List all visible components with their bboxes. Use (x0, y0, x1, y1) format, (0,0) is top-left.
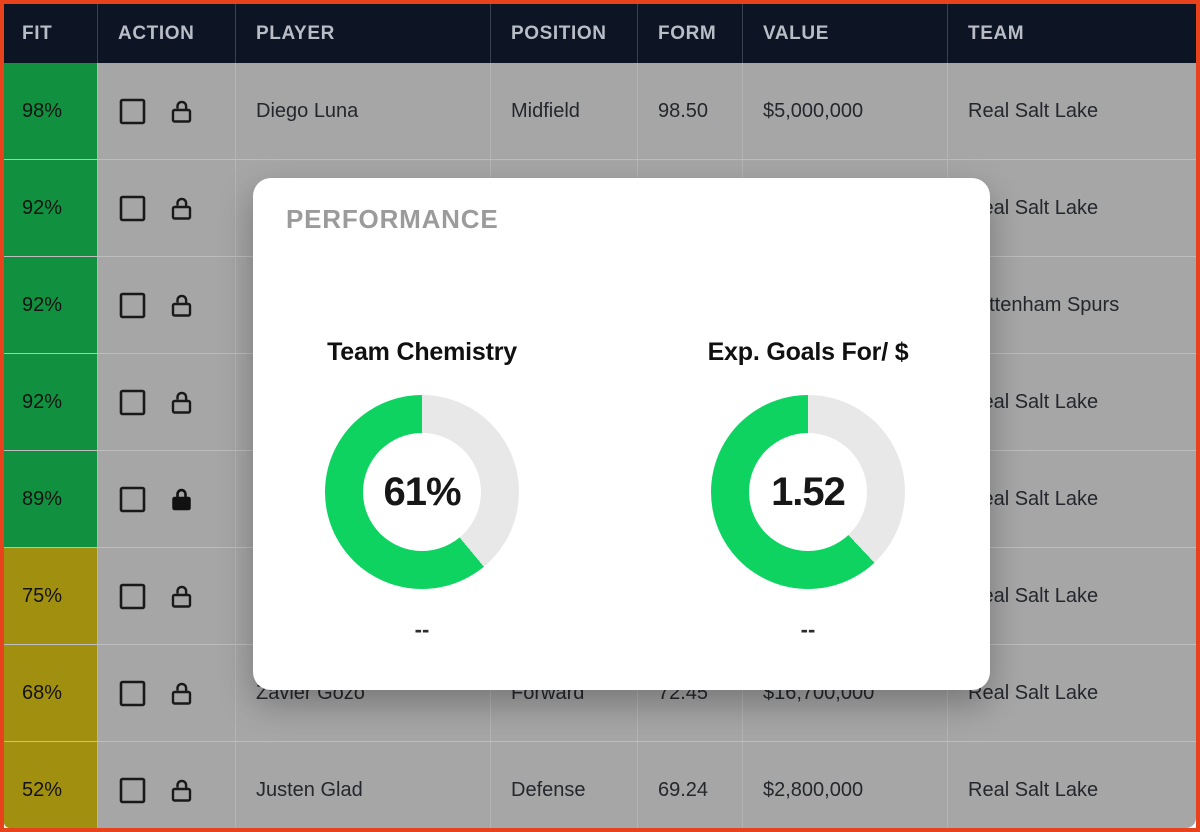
fit-cell: 89% (4, 451, 98, 547)
team-cell: Real Salt Lake (968, 390, 1099, 413)
fit-cell: 98% (4, 63, 98, 159)
team-cell: Real Salt Lake (968, 584, 1099, 607)
fit-value: 75% (22, 584, 63, 607)
fit-cell: 92% (4, 257, 98, 353)
fit-cell: 92% (4, 160, 98, 256)
value-cell: $2,800,000 (743, 742, 948, 828)
form-cell: 69.24 (638, 742, 743, 828)
team-cell: Real Salt Lake (968, 99, 1099, 122)
action-cell (98, 742, 236, 828)
lock-open-icon[interactable] (168, 777, 195, 804)
action-cell (98, 160, 236, 256)
row-checkbox[interactable] (119, 389, 146, 416)
column-header-position: POSITION (491, 4, 638, 63)
chart-sublabel: -- (414, 617, 430, 642)
position-cell: Defense (491, 742, 638, 828)
action-cell (98, 645, 236, 741)
lock-open-icon[interactable] (168, 583, 195, 610)
charts-row: Team Chemistry 61% -- Exp. Goals For/ $ … (283, 337, 960, 643)
donut-center-value: 61% (383, 469, 461, 514)
team-cell: Real Salt Lake (968, 487, 1099, 510)
chart-sublabel: -- (800, 617, 816, 642)
team-chemistry-chart: Team Chemistry 61% -- (284, 337, 560, 643)
row-checkbox[interactable] (119, 195, 146, 222)
lock-closed-icon[interactable] (168, 486, 195, 513)
action-cell (98, 451, 236, 547)
fit-value: 52% (22, 778, 63, 801)
modal-title: PERFORMANCE (286, 204, 499, 234)
exp-goals-donut: 1.52 (711, 395, 905, 589)
chart-title: Team Chemistry (327, 338, 517, 366)
row-checkbox[interactable] (119, 583, 146, 610)
team-cell: Real Salt Lake (968, 681, 1099, 704)
table-header-row: FIT ACTION PLAYER POSITION FORM VALUE TE… (4, 4, 1196, 63)
donut-hole: 1.52 (749, 433, 867, 551)
player-cell: Justen Glad (236, 742, 491, 828)
team-cell: Real Salt Lake (968, 778, 1099, 801)
column-header-form: FORM (638, 4, 743, 63)
lock-open-icon[interactable] (168, 389, 195, 416)
exp-goals-chart: Exp. Goals For/ $ 1.52 -- (670, 337, 946, 643)
column-header-action: ACTION (98, 4, 236, 63)
lock-open-icon[interactable] (168, 292, 195, 319)
team-cell: Tottenham Spurs (968, 293, 1120, 316)
performance-modal: PERFORMANCE Team Chemistry 61% -- Exp. G… (253, 178, 990, 690)
fit-cell: 92% (4, 354, 98, 450)
fit-cell: 68% (4, 645, 98, 741)
lock-open-icon[interactable] (168, 195, 195, 222)
fit-value: 92% (22, 293, 63, 316)
row-checkbox[interactable] (119, 777, 146, 804)
team-cell: Real Salt Lake (968, 196, 1099, 219)
form-cell: 98.50 (638, 63, 743, 159)
column-header-player: PLAYER (236, 4, 491, 63)
lock-open-icon[interactable] (168, 680, 195, 707)
fit-value: 89% (22, 487, 63, 510)
fit-value: 92% (22, 196, 63, 219)
donut-center-value: 1.52 (771, 469, 846, 514)
action-cell (98, 354, 236, 450)
lock-open-icon[interactable] (168, 98, 195, 125)
table-row: 98% (4, 63, 1196, 160)
player-cell: Diego Luna (236, 63, 491, 159)
fit-value: 92% (22, 390, 63, 413)
fit-value: 68% (22, 681, 63, 704)
fit-cell: 75% (4, 548, 98, 644)
column-header-fit: FIT (4, 4, 98, 63)
fit-cell: 52% (4, 742, 98, 828)
team-chemistry-donut: 61% (325, 395, 519, 589)
table-row: 68% (4, 645, 1196, 742)
row-checkbox[interactable] (119, 292, 146, 319)
donut-hole: 61% (363, 433, 481, 551)
position-cell: Midfield (491, 63, 638, 159)
column-header-team: TEAM (968, 22, 1025, 44)
fit-value: 98% (22, 99, 63, 122)
table-row: 52% (4, 742, 1196, 828)
action-cell (98, 257, 236, 353)
value-cell: $5,000,000 (743, 63, 948, 159)
action-cell (98, 548, 236, 644)
row-checkbox[interactable] (119, 98, 146, 125)
column-header-value: VALUE (743, 4, 948, 63)
action-cell (98, 63, 236, 159)
row-checkbox[interactable] (119, 680, 146, 707)
row-checkbox[interactable] (119, 486, 146, 513)
chart-title: Exp. Goals For/ $ (707, 338, 909, 366)
